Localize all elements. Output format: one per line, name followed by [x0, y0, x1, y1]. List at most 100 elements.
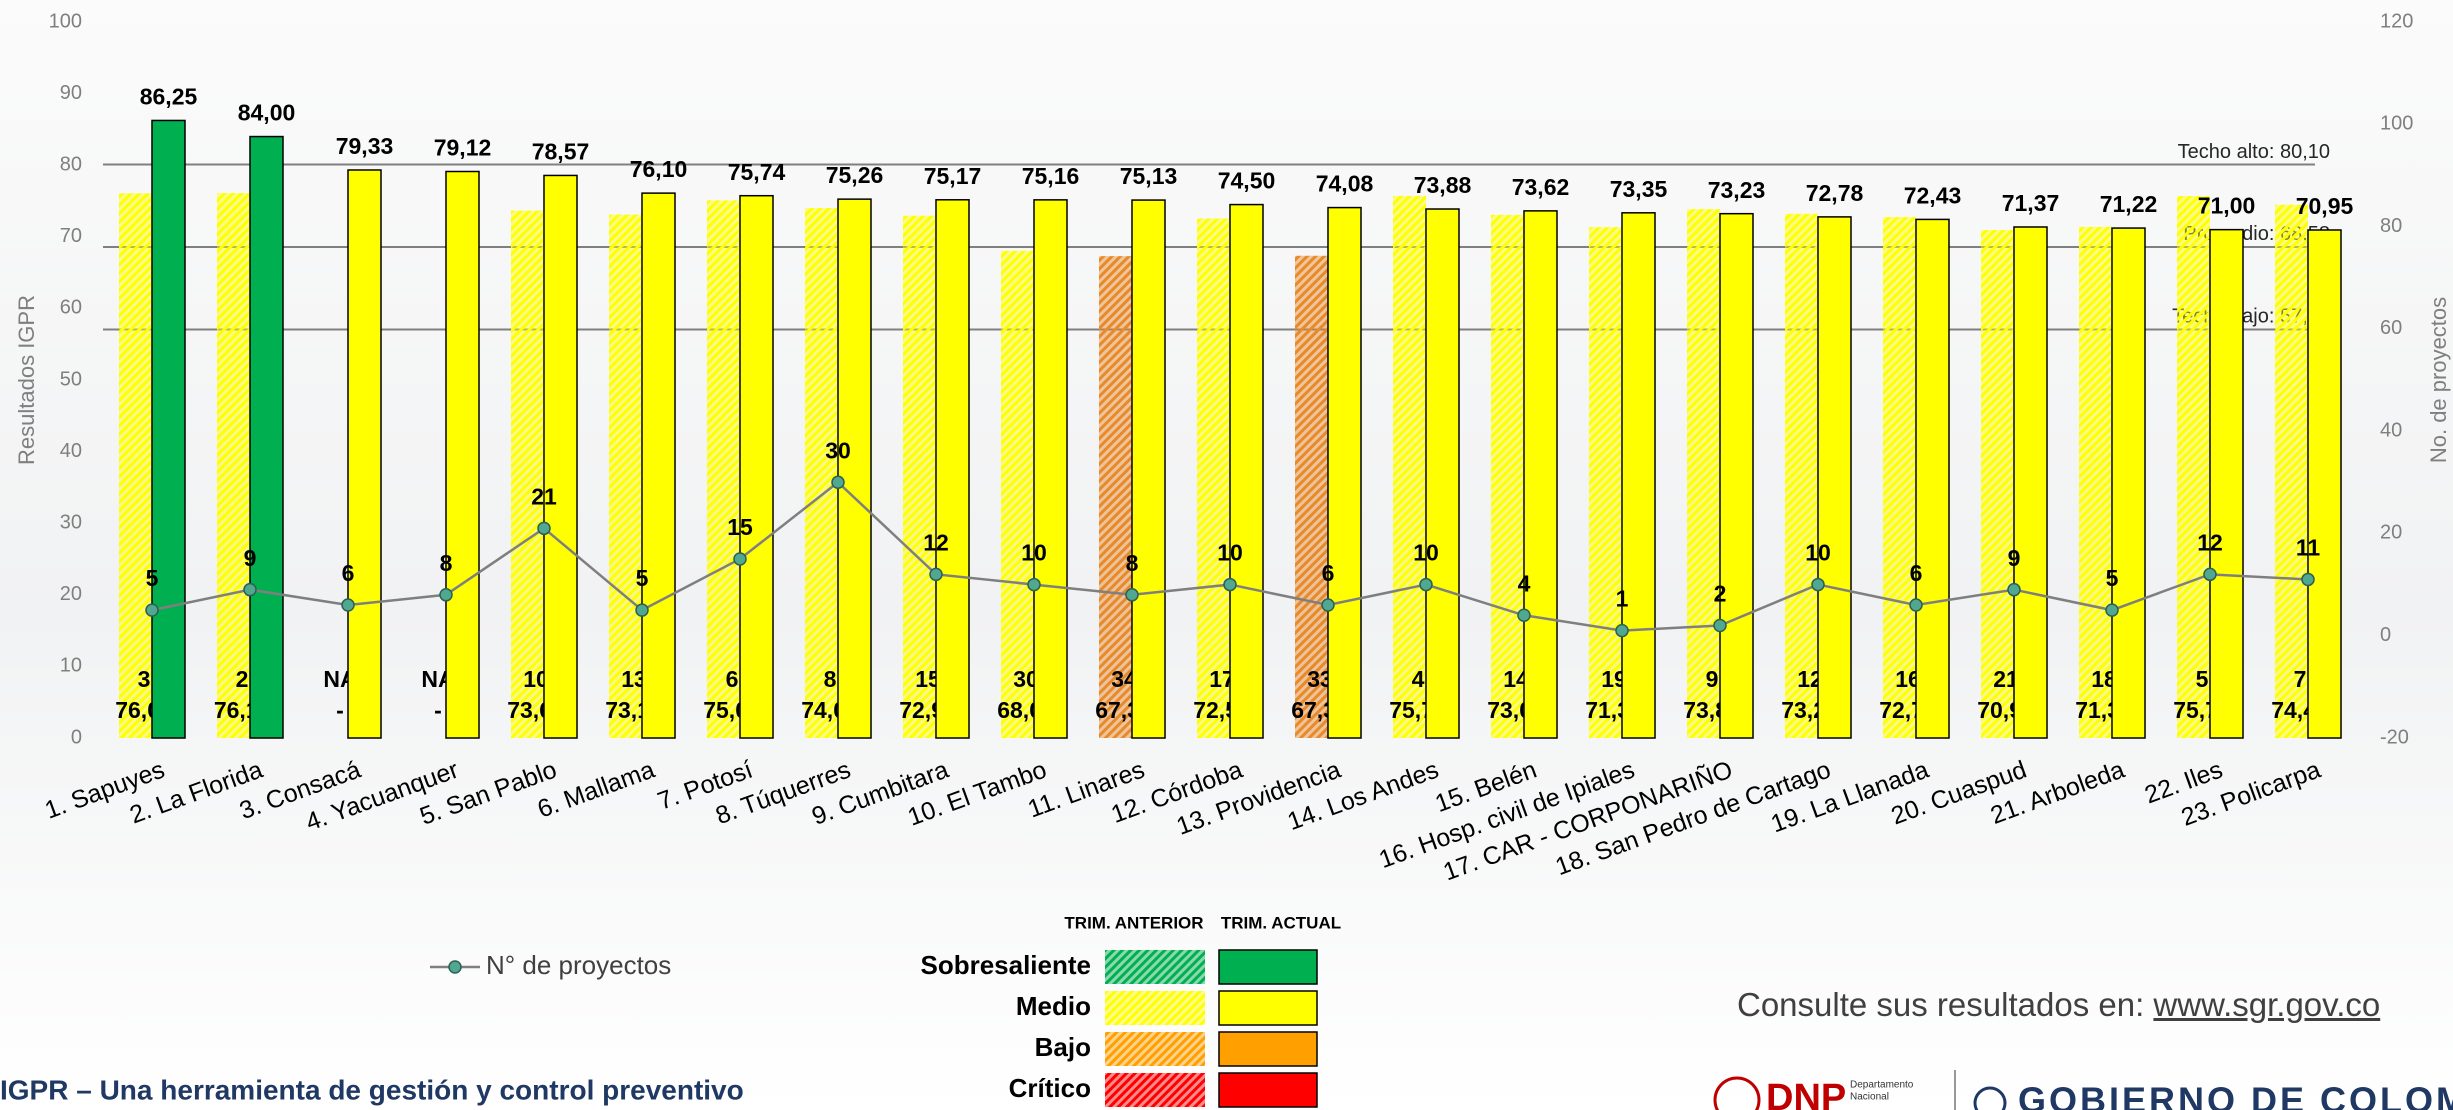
- y-tick-label: 50: [60, 368, 82, 390]
- bar-previous: [2177, 195, 2210, 738]
- bar-previous: [2275, 204, 2308, 738]
- previous-projects-label: 9: [1706, 666, 1719, 692]
- project-label: 12: [2197, 529, 2223, 555]
- project-marker: [2105, 603, 2119, 617]
- project-marker: [1517, 608, 1531, 623]
- bar-current: [2307, 229, 2342, 739]
- reference-label: Techo alto: 80,10: [2178, 141, 2330, 163]
- legend-swatch-previous: [1105, 1073, 1205, 1107]
- previous-projects-label: 5: [2196, 666, 2209, 692]
- bar-previous: [903, 215, 936, 739]
- legend-swatch-previous: [1105, 950, 1205, 984]
- y-tick-label: 40: [60, 440, 82, 462]
- bar-previous: [707, 200, 740, 739]
- bar-previous: [2079, 226, 2112, 739]
- project-label: 4: [1518, 570, 1531, 596]
- legend-level: Medio: [1016, 991, 1091, 1021]
- legend-level: Bajo: [1035, 1032, 1091, 1062]
- y-tick-label: 20: [60, 583, 82, 605]
- project-marker: [1125, 588, 1139, 602]
- value-label: 75,74: [728, 159, 786, 185]
- project-label: 5: [146, 565, 159, 591]
- y-tick-label: 60: [60, 297, 82, 319]
- logo-dnp: DNP: [1766, 1077, 1846, 1110]
- bar-current: [1915, 218, 1950, 739]
- legend-swatch-previous: [1105, 1032, 1205, 1066]
- bar-current: [739, 194, 774, 739]
- bar-previous: [1197, 218, 1230, 739]
- project-label: 6: [342, 560, 355, 586]
- value-label: 70,95: [2296, 193, 2354, 219]
- bar-current: [2209, 228, 2244, 739]
- bar-current: [2111, 227, 2146, 739]
- value-label: 73,62: [1512, 174, 1570, 200]
- value-label: 78,57: [532, 139, 590, 165]
- project-label: 12: [923, 529, 949, 555]
- y-axis-title: Resultados IGPR: [14, 295, 39, 465]
- logo-seal: [1713, 1076, 1761, 1110]
- bar-previous: [511, 210, 544, 738]
- value-label: 73,88: [1414, 172, 1472, 198]
- legend-swatch-current: [1218, 1031, 1318, 1067]
- project-label: 11: [2296, 535, 2321, 561]
- y-tick-label: 0: [71, 726, 82, 748]
- value-label: 73,23: [1708, 177, 1766, 203]
- logos: DNP Departamento Nacional GOBIERNO DE CO…: [1713, 1070, 2453, 1110]
- value-label: 74,08: [1316, 171, 1374, 197]
- legend-swatch-previous: [1105, 991, 1205, 1025]
- bar-previous: [1687, 209, 1720, 738]
- bar-previous: [1491, 214, 1524, 739]
- project-label: 6: [1322, 560, 1335, 586]
- y-tick-label: 100: [49, 10, 82, 32]
- bar-current: [641, 192, 676, 739]
- project-marker: [635, 603, 649, 617]
- project-label: 5: [2106, 565, 2119, 591]
- project-marker: [145, 603, 159, 617]
- consult-link[interactable]: www.sgr.gov.co: [2153, 986, 2381, 1023]
- project-label: 9: [244, 545, 257, 571]
- legend-level: Crítico: [1009, 1073, 1091, 1103]
- logo-dnp-sub: Departamento: [1850, 1080, 1914, 1091]
- project-marker: [537, 521, 551, 536]
- value-label: 75,17: [924, 163, 982, 189]
- project-label: 9: [2008, 545, 2021, 571]
- project-marker: [733, 552, 747, 566]
- logo-dnp-sub: Nacional: [1850, 1092, 1889, 1103]
- bar-current: [1719, 212, 1754, 739]
- y-tick-label: 70: [60, 225, 82, 247]
- project-label: 30: [825, 437, 851, 463]
- project-marker: [1909, 598, 1923, 612]
- bar-current: [1817, 216, 1852, 739]
- project-label: 5: [636, 565, 649, 591]
- project-marker: [2203, 567, 2217, 582]
- y2-tick-label: 20: [2380, 522, 2402, 544]
- project-label: 21: [531, 483, 557, 509]
- bar-previous: [1981, 229, 2014, 739]
- previous-value-label: -: [434, 697, 442, 723]
- bar-current: [1131, 199, 1166, 739]
- bar-current: [1621, 212, 1656, 739]
- legend-label: N° de proyectos: [486, 950, 671, 980]
- value-label: 79,33: [336, 133, 394, 159]
- bar-previous: [1785, 213, 1818, 738]
- value-label: 71,00: [2198, 193, 2256, 219]
- y2-tick-label: -20: [2380, 726, 2409, 748]
- bar-current: [1229, 203, 1264, 739]
- project-label: 10: [1217, 540, 1243, 566]
- value-label: 75,16: [1022, 163, 1080, 189]
- project-marker: [341, 598, 355, 612]
- project-marker: [831, 475, 845, 490]
- value-label: 72,43: [1904, 182, 1962, 208]
- bar-previous: [1001, 250, 1034, 738]
- value-label: 71,22: [2100, 191, 2158, 217]
- y2-tick-label: 120: [2380, 10, 2413, 32]
- value-label: 74,50: [1218, 168, 1276, 194]
- bar-current: [1425, 208, 1460, 739]
- previous-projects-label: 7: [2294, 666, 2307, 692]
- y2-tick-label: 60: [2380, 317, 2402, 339]
- project-marker: [1615, 623, 1629, 638]
- project-label: 8: [440, 550, 453, 576]
- bar-previous: [119, 193, 152, 738]
- y-tick-label: 10: [60, 655, 82, 677]
